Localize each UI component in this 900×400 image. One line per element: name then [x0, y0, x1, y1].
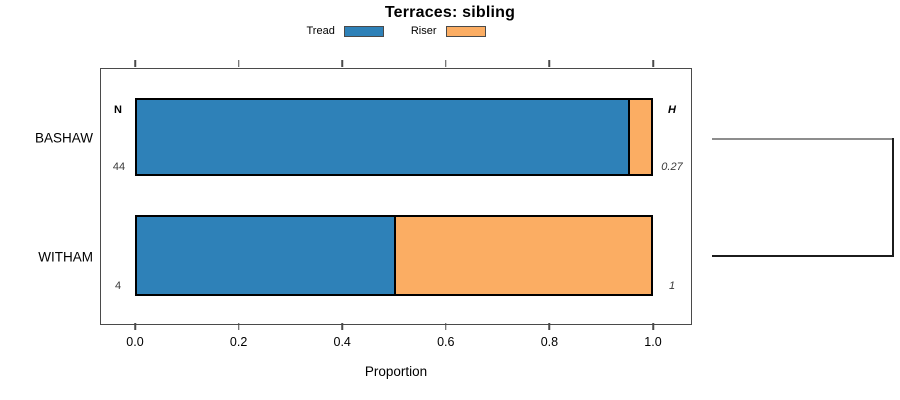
x-tick-mark [237, 60, 240, 67]
row-label-witham: WITHAM [38, 249, 93, 265]
x-tick-mark [548, 323, 551, 330]
bar-witham [135, 215, 653, 296]
bashaw-h-value: 0.27 [661, 161, 683, 173]
legend-label: Tread [306, 25, 335, 37]
x-tick-label: 0.6 [437, 335, 455, 349]
bashaw-n-value: 44 [112, 161, 126, 173]
bar-bashaw [135, 98, 653, 176]
chart-title: Terraces: sibling [384, 4, 516, 21]
x-axis-title: Proportion [364, 364, 428, 379]
witham-n-value: 4 [114, 280, 122, 292]
bar-witham-segment-tread [137, 217, 394, 294]
witham-h-value: 1 [668, 280, 676, 292]
legend: Tread Riser [100, 25, 692, 37]
x-tick-mark [341, 60, 343, 67]
x-tick-mark [652, 323, 654, 330]
x-tick-mark [445, 60, 447, 67]
x-tick-mark [341, 323, 343, 330]
legend-swatch [343, 25, 384, 37]
x-tick-label: 0.0 [126, 335, 144, 349]
legend-item-riser: Riser [411, 25, 486, 37]
bar-bashaw-segment-riser [627, 100, 651, 174]
x-tick-mark [237, 323, 240, 330]
bracket-vertical-line [892, 138, 894, 257]
plot-area: 0.0 0.2 0.4 0.6 0.8 1.0 N H 44 0.27 4 1 [100, 60, 692, 349]
x-tick-label: 0.4 [333, 335, 351, 349]
x-tick-mark [652, 60, 654, 67]
legend-swatch [445, 25, 486, 37]
x-tick-label: 0.2 [229, 335, 248, 349]
bracket-top-line [712, 138, 894, 140]
x-tick-mark [445, 323, 447, 330]
x-axis-ticks-top [134, 60, 654, 68]
x-tick-mark [134, 323, 136, 330]
legend-label: Riser [410, 25, 437, 37]
x-tick-label: 0.8 [540, 335, 559, 349]
column-header-h: H [668, 104, 676, 116]
legend-item-tread: Tread [307, 25, 384, 37]
bar-witham-segment-riser [394, 217, 651, 294]
bracket-bottom-line [712, 255, 894, 257]
x-axis-tick-labels: 0.0 0.2 0.4 0.6 0.8 1.0 [126, 331, 661, 349]
row-label-bashaw: BASHAW [34, 130, 93, 146]
bar-bashaw-segment-tread [137, 100, 628, 174]
x-tick-mark [548, 60, 551, 67]
x-tick-label: 1.0 [644, 335, 662, 349]
x-tick-mark [134, 60, 136, 67]
column-header-n: N [114, 104, 122, 116]
x-axis-ticks-bottom [134, 323, 654, 331]
